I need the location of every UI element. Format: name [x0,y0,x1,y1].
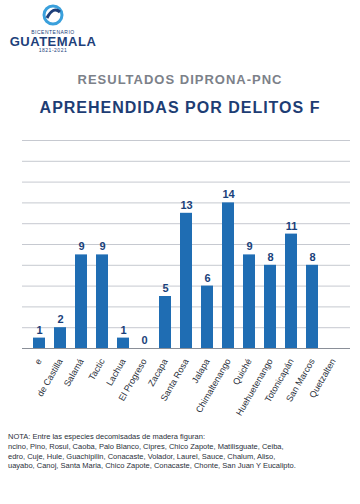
svg-text:Zacapa: Zacapa [146,356,170,388]
html-text:RESULTADOS DIPRONA-PNC: RESULTADOS DIPRONA-PNC [77,72,283,87]
svg-text:Salamá: Salamá [62,357,86,388]
svg-text:1: 1 [36,324,42,336]
html-text:1821-2021: 1821-2021 [38,47,68,53]
html-text:edro, Cuje, Hule, Guachipilin,: edro, Cuje, Hule, Guachipilin, Conacaste… [8,451,276,461]
svg-text:de Castilla: de Castilla [35,357,65,398]
svg-text:14: 14 [222,188,235,200]
svg-text:Chimaltenango: Chimaltenango [194,357,233,414]
svg-text:9: 9 [78,240,84,252]
html-text:ncino, Pino, Rosul, Caoba, Pal: ncino, Pino, Rosul, Caoba, Palo Blanco, … [8,441,284,451]
svg-text:Quetzalten: Quetzalten [307,357,337,400]
svg-text:9: 9 [99,240,105,252]
svg-text:2: 2 [57,313,63,325]
svg-text:San Marcos: San Marcos [284,356,317,404]
html-text:uayabo, Canoj, Santa Maria, Ch: uayabo, Canoj, Santa Maria, Chico Zapote… [8,461,296,471]
svg-text:5: 5 [162,282,168,294]
svg-text:Tactic: Tactic [87,357,107,382]
svg-text:e: e [33,357,44,366]
html-text:GUATEMALA: GUATEMALA [9,34,97,49]
svg-text:Jalapa: Jalapa [190,357,212,385]
svg-text:6: 6 [204,272,210,284]
html-text:NOTA: Entre las especies decom: NOTA: Entre las especies decomisadas de … [8,432,205,441]
svg-text:Totonicapán: Totonicapán [262,356,296,404]
svg-text:Santa Rosa: Santa Rosa [159,357,191,403]
svg-text:1: 1 [120,324,126,336]
html-text:APREHENDIDAS POR DELITOS F: APREHENDIDAS POR DELITOS F [39,99,321,116]
svg-text:Quiché: Quiché [231,357,254,387]
svg-text:Lachua: Lachua [104,356,128,388]
svg-text:13: 13 [180,199,192,211]
svg-text:8: 8 [267,251,273,263]
html-text:BICENTENARIO: BICENTENARIO [31,29,75,35]
svg-text:El Progreso: El Progreso [117,357,149,403]
svg-text:11: 11 [286,220,298,232]
svg-text:0: 0 [141,334,147,346]
svg-text:8: 8 [309,251,315,263]
svg-text:9: 9 [246,240,252,252]
svg-text:Huehuetenango: Huehuetenango [234,356,275,418]
